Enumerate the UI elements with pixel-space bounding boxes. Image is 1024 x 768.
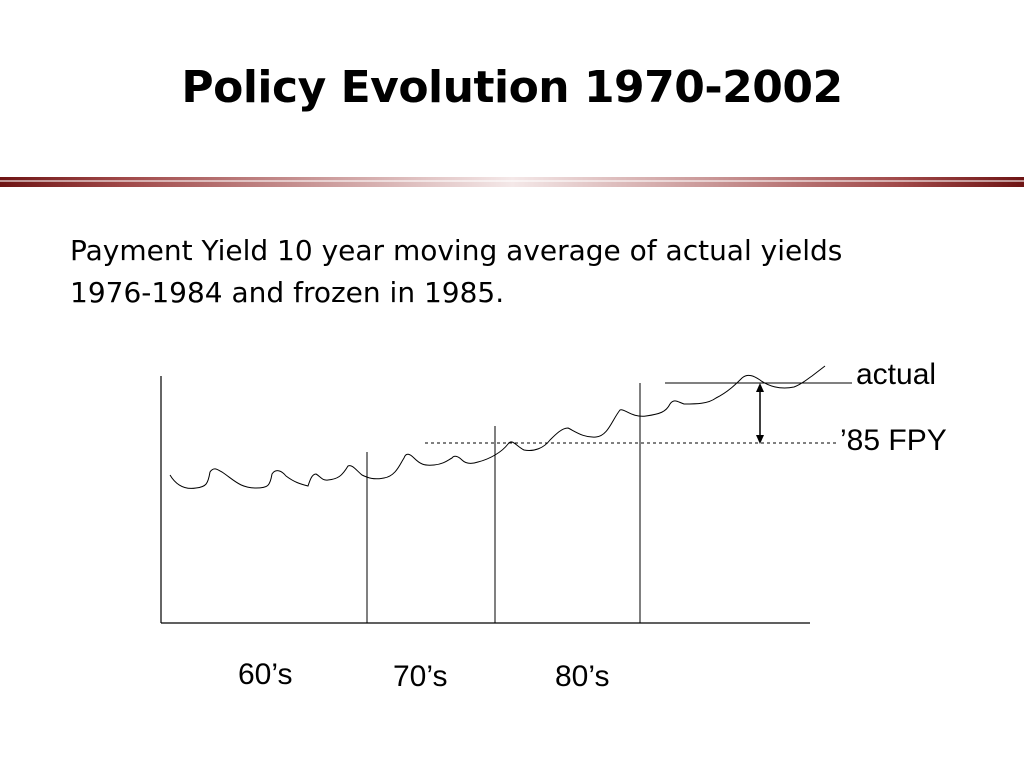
body-line-1: Payment Yield 10 year moving average of … [70,234,843,267]
actual-yield-curve [169,365,826,489]
body-line-2: 1976-1984 and frozen in 1985. [70,276,505,309]
body-text: Payment Yield 10 year moving average of … [70,230,970,314]
gap-arrow-head-bottom [756,435,764,444]
decade-label-80s: 80’s [555,660,610,693]
label-actual: actual [856,358,937,391]
decade-label-70s: 70’s [393,660,448,693]
slide-title: Policy Evolution 1970-2002 [181,62,843,113]
gap-arrow-head-top [756,383,764,392]
decade-label-60s: 60’s [238,658,293,691]
title-divider [0,177,1024,187]
label-85-fpy: ’85 FPY [840,424,947,457]
